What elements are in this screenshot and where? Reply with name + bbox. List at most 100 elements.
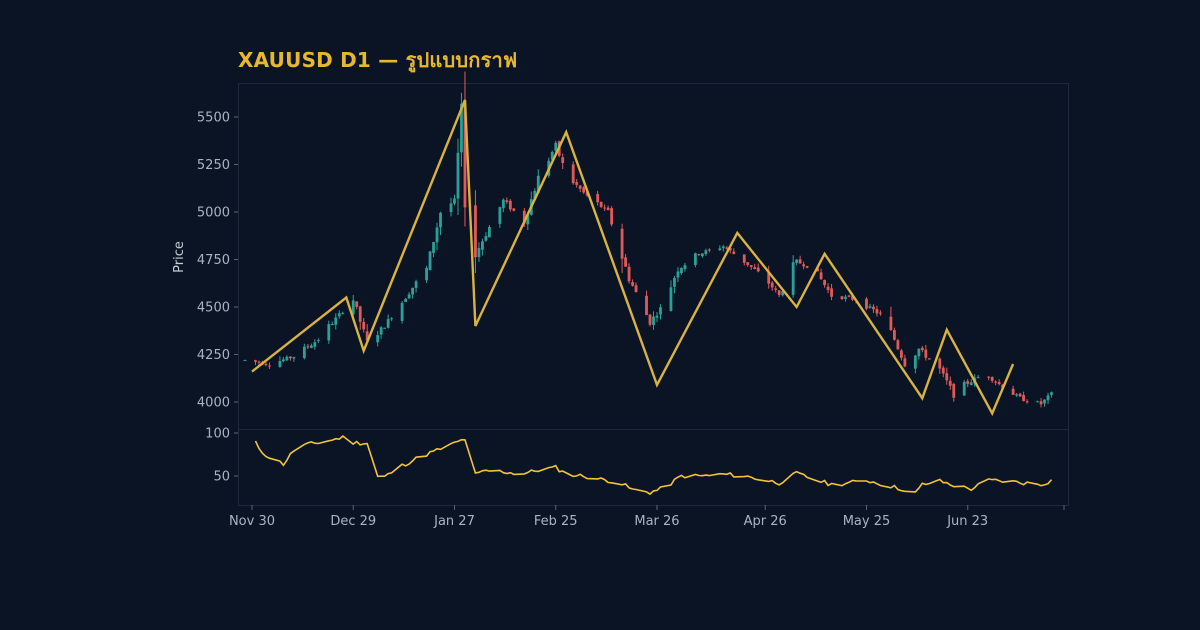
candle [278,356,282,368]
candle [896,338,900,351]
candle [578,184,582,193]
y-axis-title: Price [172,241,187,273]
candle [994,380,998,386]
candle [379,326,383,339]
candle [435,222,439,251]
candle [599,201,603,208]
candle [990,376,994,384]
candle [1050,391,1053,398]
candle [652,311,655,330]
candle [770,280,774,291]
candle [962,379,966,396]
candle [676,267,680,283]
candle [669,280,673,312]
x-tick-label: Jan 27 [433,514,475,529]
candle [927,358,931,360]
x-tick-label: Mar 26 [634,514,679,529]
candle [407,292,411,299]
candle [1043,399,1046,407]
candle [795,258,799,266]
osc-tick-label: 50 [213,470,230,485]
y-tick-label: 5000 [197,206,230,221]
candle [243,359,247,361]
candle [606,205,610,211]
candle [680,267,683,275]
candle [334,313,338,330]
candle [899,348,903,361]
candle [938,357,942,374]
candle [288,356,292,361]
candle [484,232,488,242]
candle [997,379,1001,386]
candle [966,378,970,388]
candle [952,383,956,402]
candle [453,194,456,206]
candle [742,254,746,266]
candle [805,265,809,269]
oscillator-panel [238,429,1069,506]
x-tick-label: Dec 29 [330,514,376,529]
candle [847,294,851,298]
candle [306,343,310,349]
candle [746,262,750,267]
candle [802,261,806,270]
candle [481,238,484,256]
candle [704,248,708,256]
candle [823,279,826,288]
candle [624,254,627,267]
oscillator-layer [254,434,1053,496]
candle [721,244,725,252]
candle [425,265,428,283]
candle [285,355,289,361]
candle [732,248,736,255]
candle [449,197,453,217]
y-tick-label: 4250 [197,348,230,363]
candle [920,345,924,353]
candle [645,290,648,316]
candle [875,305,879,317]
candle [330,321,334,326]
candle [903,354,907,368]
candle [264,362,268,367]
candle [917,348,921,360]
y-tick-label: 4000 [197,396,230,411]
candle [501,198,505,213]
candle [341,311,345,315]
x-tick-label: Nov 30 [229,514,275,529]
candle [627,263,631,284]
candle [655,312,659,322]
candle [976,375,980,379]
x-tick-label: Feb 25 [534,514,578,529]
candle [718,245,722,252]
oscillator-axis-ticks: 50 100 [205,427,238,485]
candle [777,289,781,298]
candle [1018,392,1022,397]
candle [268,362,271,369]
candle [505,197,509,204]
candle [302,343,306,360]
candle [826,283,830,294]
candle [610,206,614,227]
candle [463,71,467,227]
candle [659,304,662,320]
candle [683,262,687,272]
candle [879,310,882,316]
candle [596,190,600,206]
osc-tick-label: 100 [205,427,230,442]
candle [383,327,387,329]
candle [1036,400,1039,403]
chart-title: XAUUSD D1 — รูปแบบกราฟ [238,48,518,72]
candle [603,204,607,212]
y-tick-label: 5500 [197,111,230,126]
candle [872,304,875,313]
candle [292,356,296,362]
candle [1025,399,1029,404]
x-tick-label: Jun 23 [946,514,988,529]
candle [620,223,624,273]
candle [865,297,868,311]
candle [456,138,460,216]
candle [1046,392,1050,405]
candle [840,295,844,301]
